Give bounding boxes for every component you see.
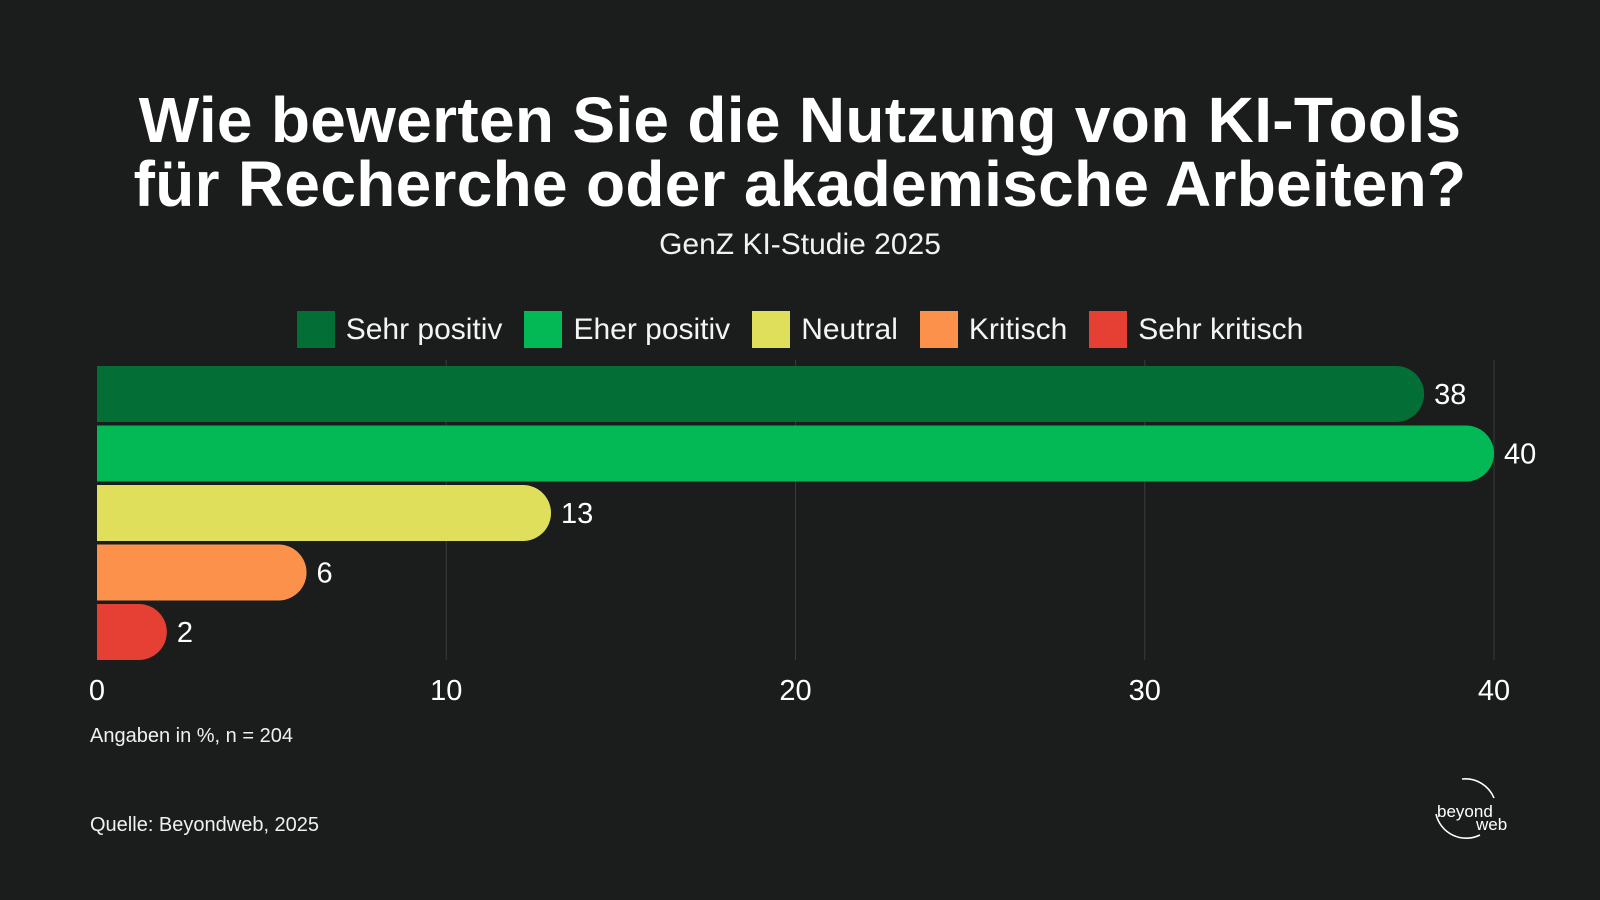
legend-swatch [296,311,335,348]
bar-value-label: 40 [1504,439,1536,471]
x-tick-label: 10 [430,675,462,707]
legend-item: Sehr positiv [296,311,503,348]
legend-label: Eher positiv [573,312,731,346]
bar-value-label: 2 [177,617,193,649]
legend-label: Kritisch [968,312,1068,346]
bar-value-label: 38 [1434,379,1466,411]
legend-item: Neutral [752,311,898,348]
bar-value-label: 6 [317,558,333,590]
chart-legend: Sehr positiv Eher positiv Neutral Kritis… [0,311,1600,348]
legend-item: Sehr kritisch [1089,311,1303,348]
bar [97,425,1494,482]
logo-ring [1435,778,1495,839]
legend-label: Neutral [801,312,898,346]
x-tick-label: 0 [89,675,105,707]
x-tick-label: 40 [1478,675,1510,707]
legend-swatch [524,311,563,348]
chart-title-line2: für Recherche oder akademische Arbeiten? [133,148,1467,220]
beyondweb-logo: beyond web [1432,776,1512,842]
chart-source: Quelle: Beyondweb, 2025 [90,814,320,836]
bar [97,485,552,541]
chart-footnote: Angaben in %, n = 204 [90,725,293,747]
bar-value-label: 13 [561,498,593,530]
legend-swatch [752,311,791,348]
bar [97,366,1425,422]
legend-item: Kritisch [919,311,1068,348]
legend-item: Eher positiv [524,311,730,348]
bar [97,604,167,660]
x-tick-label: 30 [1129,675,1161,707]
legend-label: Sehr positiv [345,312,503,346]
chart-title: Wie bewerten Sie die Nutzung von KI-Tool… [0,88,1600,216]
legend-label: Sehr kritisch [1138,312,1304,346]
logo-text-line1: beyond [1437,802,1493,821]
legend-swatch [1089,311,1128,348]
legend-swatch [919,311,958,348]
bar [97,544,307,601]
logo-text-line2: web [1476,815,1508,834]
chart-title-line1: Wie bewerten Sie die Nutzung von KI-Tool… [138,84,1462,156]
chart-subtitle: GenZ KI-Studie 2025 [659,228,941,261]
x-tick-label: 20 [779,675,811,707]
